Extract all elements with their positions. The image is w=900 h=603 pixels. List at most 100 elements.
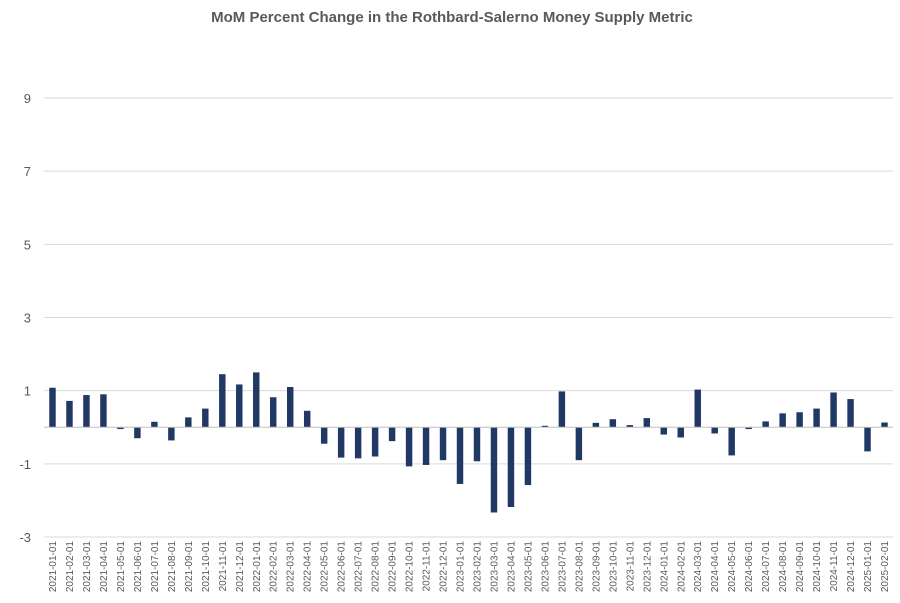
x-tick-label: 2023-05-01 [523,541,534,593]
bar [83,395,90,428]
gridlines [44,97,893,538]
x-tick-label: 2021-11-01 [218,541,229,592]
x-tick-label: 2021-03-01 [82,541,93,593]
bar [405,427,413,467]
x-tick-label: 2021-01-01 [48,541,59,593]
x-tick-label: 2024-12-01 [846,541,857,593]
x-tick-label: 2023-10-01 [608,541,619,593]
x-tick-label: 2023-12-01 [642,541,653,593]
x-tick-label: 2022-08-01 [371,541,382,593]
bar [490,427,498,513]
x-tick-label: 2021-08-01 [167,541,178,593]
bar [456,427,464,484]
bar [439,427,447,461]
x-tick-label: 2025-02-01 [880,541,891,593]
x-tick-label: 2022-11-01 [422,541,433,592]
x-tick-label: 2023-07-01 [557,541,568,593]
bar [541,425,549,428]
x-tick-label: 2021-06-01 [133,541,144,593]
bar [660,427,667,435]
bar [202,408,209,428]
bars [49,372,888,513]
x-tick-label: 2024-09-01 [795,541,806,593]
bar [253,372,260,428]
bar [100,394,107,428]
bar [558,391,566,428]
x-tick-label: 2024-05-01 [727,541,738,593]
x-tick-label: 2022-12-01 [439,541,450,593]
x-tick-label: 2021-12-01 [235,541,246,593]
bar [134,427,141,439]
bar [524,427,532,486]
bar [388,427,396,442]
bar [422,427,430,465]
bar [796,412,803,428]
x-tick-label: 2024-01-01 [659,541,670,593]
y-tick-label: -3 [19,530,31,545]
bar [609,419,617,428]
x-tick-label: 2024-10-01 [812,541,823,593]
y-tick-label: 3 [24,311,31,326]
bar [677,427,684,438]
bar [881,422,888,428]
x-tick-label: 2022-02-01 [269,541,280,593]
x-tick-label: 2021-09-01 [184,541,195,593]
x-tick-label: 2022-07-01 [354,541,365,593]
x-tick-label: 2022-05-01 [320,541,331,593]
x-tick-label: 2024-02-01 [676,541,687,593]
bar [745,427,752,430]
x-tick-label: 2021-07-01 [150,541,161,593]
x-tick-label: 2022-03-01 [286,541,297,593]
x-tick-label: 2023-08-01 [574,541,585,593]
x-tick-label: 2023-01-01 [456,541,467,593]
y-tick-label: 1 [24,384,31,399]
x-tick-label: 2021-04-01 [99,541,110,593]
bar [507,427,515,508]
bar [337,427,345,458]
bar [473,427,481,462]
y-tick-label: -1 [19,457,31,472]
bar [117,427,124,430]
bar [320,427,328,444]
y-axis-ticks: 9 7 5 3 1 -1 -3 [19,91,31,545]
bar [575,427,583,461]
y-tick-label: 9 [24,91,31,106]
x-tick-label: 2024-11-01 [829,541,840,592]
bar [151,421,158,428]
x-tick-label: 2023-02-01 [472,541,483,593]
x-tick-label: 2022-09-01 [388,541,399,593]
bar [830,392,837,428]
x-tick-label: 2023-03-01 [489,541,500,593]
bar [66,400,73,428]
y-tick-label: 5 [24,237,31,252]
bar [185,417,192,428]
bar [643,418,651,428]
x-tick-label: 2022-01-01 [252,541,263,593]
bar [779,413,786,428]
bar [168,427,175,441]
bar [694,389,701,428]
x-tick-label: 2022-04-01 [303,541,314,593]
bar [813,408,820,428]
bar [592,422,600,428]
x-tick-label: 2025-01-01 [863,541,874,593]
x-tick-label: 2023-11-01 [625,541,636,592]
bar [236,384,243,428]
x-tick-label: 2022-10-01 [405,541,416,593]
x-tick-label: 2023-09-01 [591,541,602,593]
x-tick-label: 2022-06-01 [337,541,348,593]
bar [270,397,277,428]
x-tick-label: 2024-08-01 [778,541,789,593]
x-tick-label: 2023-04-01 [506,541,517,593]
bar [286,387,294,428]
bar [219,374,226,428]
x-tick-label: 2021-05-01 [116,541,127,593]
x-tick-label: 2024-06-01 [744,541,755,593]
x-axis-ticks: 2021-01-01 2021-02-01 2021-03-01 2021-04-01… [48,541,891,593]
x-tick-label: 2023-06-01 [540,541,551,593]
x-tick-label: 2021-10-01 [201,541,212,593]
y-tick-label: 7 [24,164,31,179]
bar [762,421,769,428]
